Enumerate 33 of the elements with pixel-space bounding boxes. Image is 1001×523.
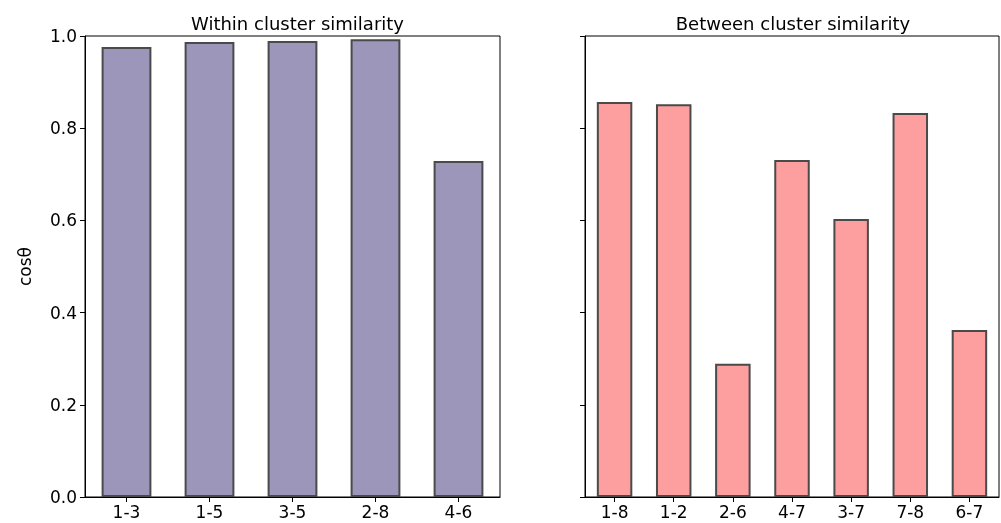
y-tick-label: 1.0 (49, 26, 77, 46)
bar (833, 219, 869, 497)
x-tick-label: 3-5 (278, 501, 307, 522)
bar (433, 160, 484, 497)
x-tick-label: 3-7 (837, 501, 866, 522)
y-tick-label: 0.6 (49, 210, 77, 231)
bar (655, 104, 692, 497)
x-tick-label: 2-6 (718, 501, 747, 522)
x-tick-label: 1-3 (112, 501, 141, 522)
y-tick-label: 0.8 (49, 118, 77, 139)
chart-title: Within cluster similarity (191, 12, 405, 34)
x-tick-label: 4-7 (778, 501, 806, 522)
y-tick-label: 0.4 (49, 302, 77, 323)
bar (101, 47, 152, 497)
x-tick-label: 2-8 (361, 501, 390, 522)
x-tick-label: 4-6 (444, 501, 473, 522)
bar (774, 160, 810, 497)
bar (184, 41, 235, 497)
bar (596, 101, 633, 497)
x-tick-label: 7-8 (896, 501, 925, 522)
bar (715, 363, 751, 497)
bar (350, 39, 401, 497)
bar (267, 41, 318, 497)
y-tick-label: 0.0 (49, 487, 77, 507)
y-axis-title: cosθ (14, 246, 35, 287)
x-tick-label: 1-2 (659, 501, 688, 522)
chart-title: Between cluster similarity (675, 12, 911, 34)
y-tick-label: 0.2 (49, 394, 77, 415)
x-tick-label: 6-7 (955, 501, 984, 522)
bar (892, 112, 929, 497)
bar (951, 330, 988, 497)
x-tick-label: 1-8 (600, 501, 629, 522)
x-tick-label: 1-5 (195, 501, 224, 522)
